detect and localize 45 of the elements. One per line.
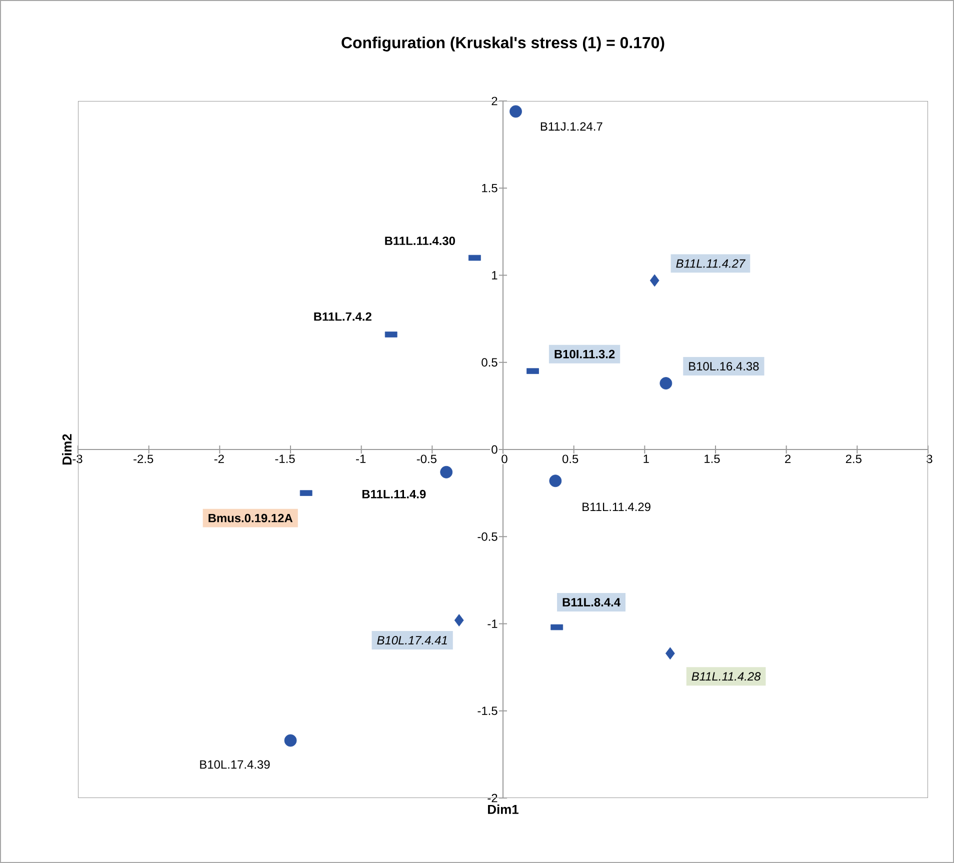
point [454, 614, 464, 626]
x-tick-label: 1 [644, 454, 649, 463]
y-tick-label: -2 [488, 794, 498, 802]
annotation: B10L.17.4.39 [200, 760, 270, 769]
chart-title: Configuration (Kruskal's stress (1) = 0.170) [342, 36, 664, 52]
annotation: B10I.11.3.2 [554, 350, 615, 358]
annotation: B10L.16.4.38 [689, 362, 759, 371]
x-tick-label: 1.5 [704, 454, 720, 464]
point [510, 105, 522, 118]
x-tick-label: -1 [356, 454, 366, 463]
y-tick-label: 0.5 [482, 358, 498, 367]
y-axis-title: Dim2 [62, 434, 72, 464]
point [665, 647, 675, 660]
x-tick-label: 0.5 [562, 454, 578, 464]
point [660, 377, 672, 390]
annotation: B11L.7.4.2 [314, 312, 372, 321]
x-tick-label: 2.5 [846, 454, 862, 464]
annotation: Bmus.0.19.12A [208, 514, 293, 522]
point [284, 734, 297, 747]
x-axis-title: Dim1 [488, 804, 518, 814]
x-tick-label: -1.5 [275, 454, 295, 464]
point [650, 274, 660, 287]
y-tick-label: -1.5 [478, 706, 498, 716]
x-tick-label: -3 [72, 454, 82, 464]
y-tick-label: 1 [492, 271, 498, 280]
annotation: B11L.11.4.9 [362, 490, 426, 498]
y-tick-label: 2 [492, 96, 498, 106]
y-tick-label: -0.5 [478, 532, 498, 541]
annotation: B11L.8.4.4 [562, 598, 620, 606]
x-tick-label: 0 [502, 454, 508, 464]
annotation: B11L.11.4.29 [582, 502, 650, 512]
x-tick-label: 2 [785, 454, 791, 464]
y-tick-label: -1 [488, 620, 498, 628]
point [549, 474, 562, 488]
annotation: B10L.17.4.41 [377, 636, 447, 644]
y-tick-label: 1.5 [482, 184, 498, 192]
x-tick-label: -0.5 [416, 454, 436, 464]
point [440, 466, 453, 478]
y-tick-label: 0 [492, 445, 498, 454]
annotation: B11L.11.4.27 [676, 259, 746, 268]
x-tick-label: -2.5 [134, 454, 154, 464]
annotation: B11L.11.4.28 [692, 672, 761, 681]
annotation: B11L.11.4.30 [385, 236, 455, 246]
x-tick-label: -2 [214, 454, 224, 464]
annotation: B11J.1.24.7 [540, 122, 602, 131]
